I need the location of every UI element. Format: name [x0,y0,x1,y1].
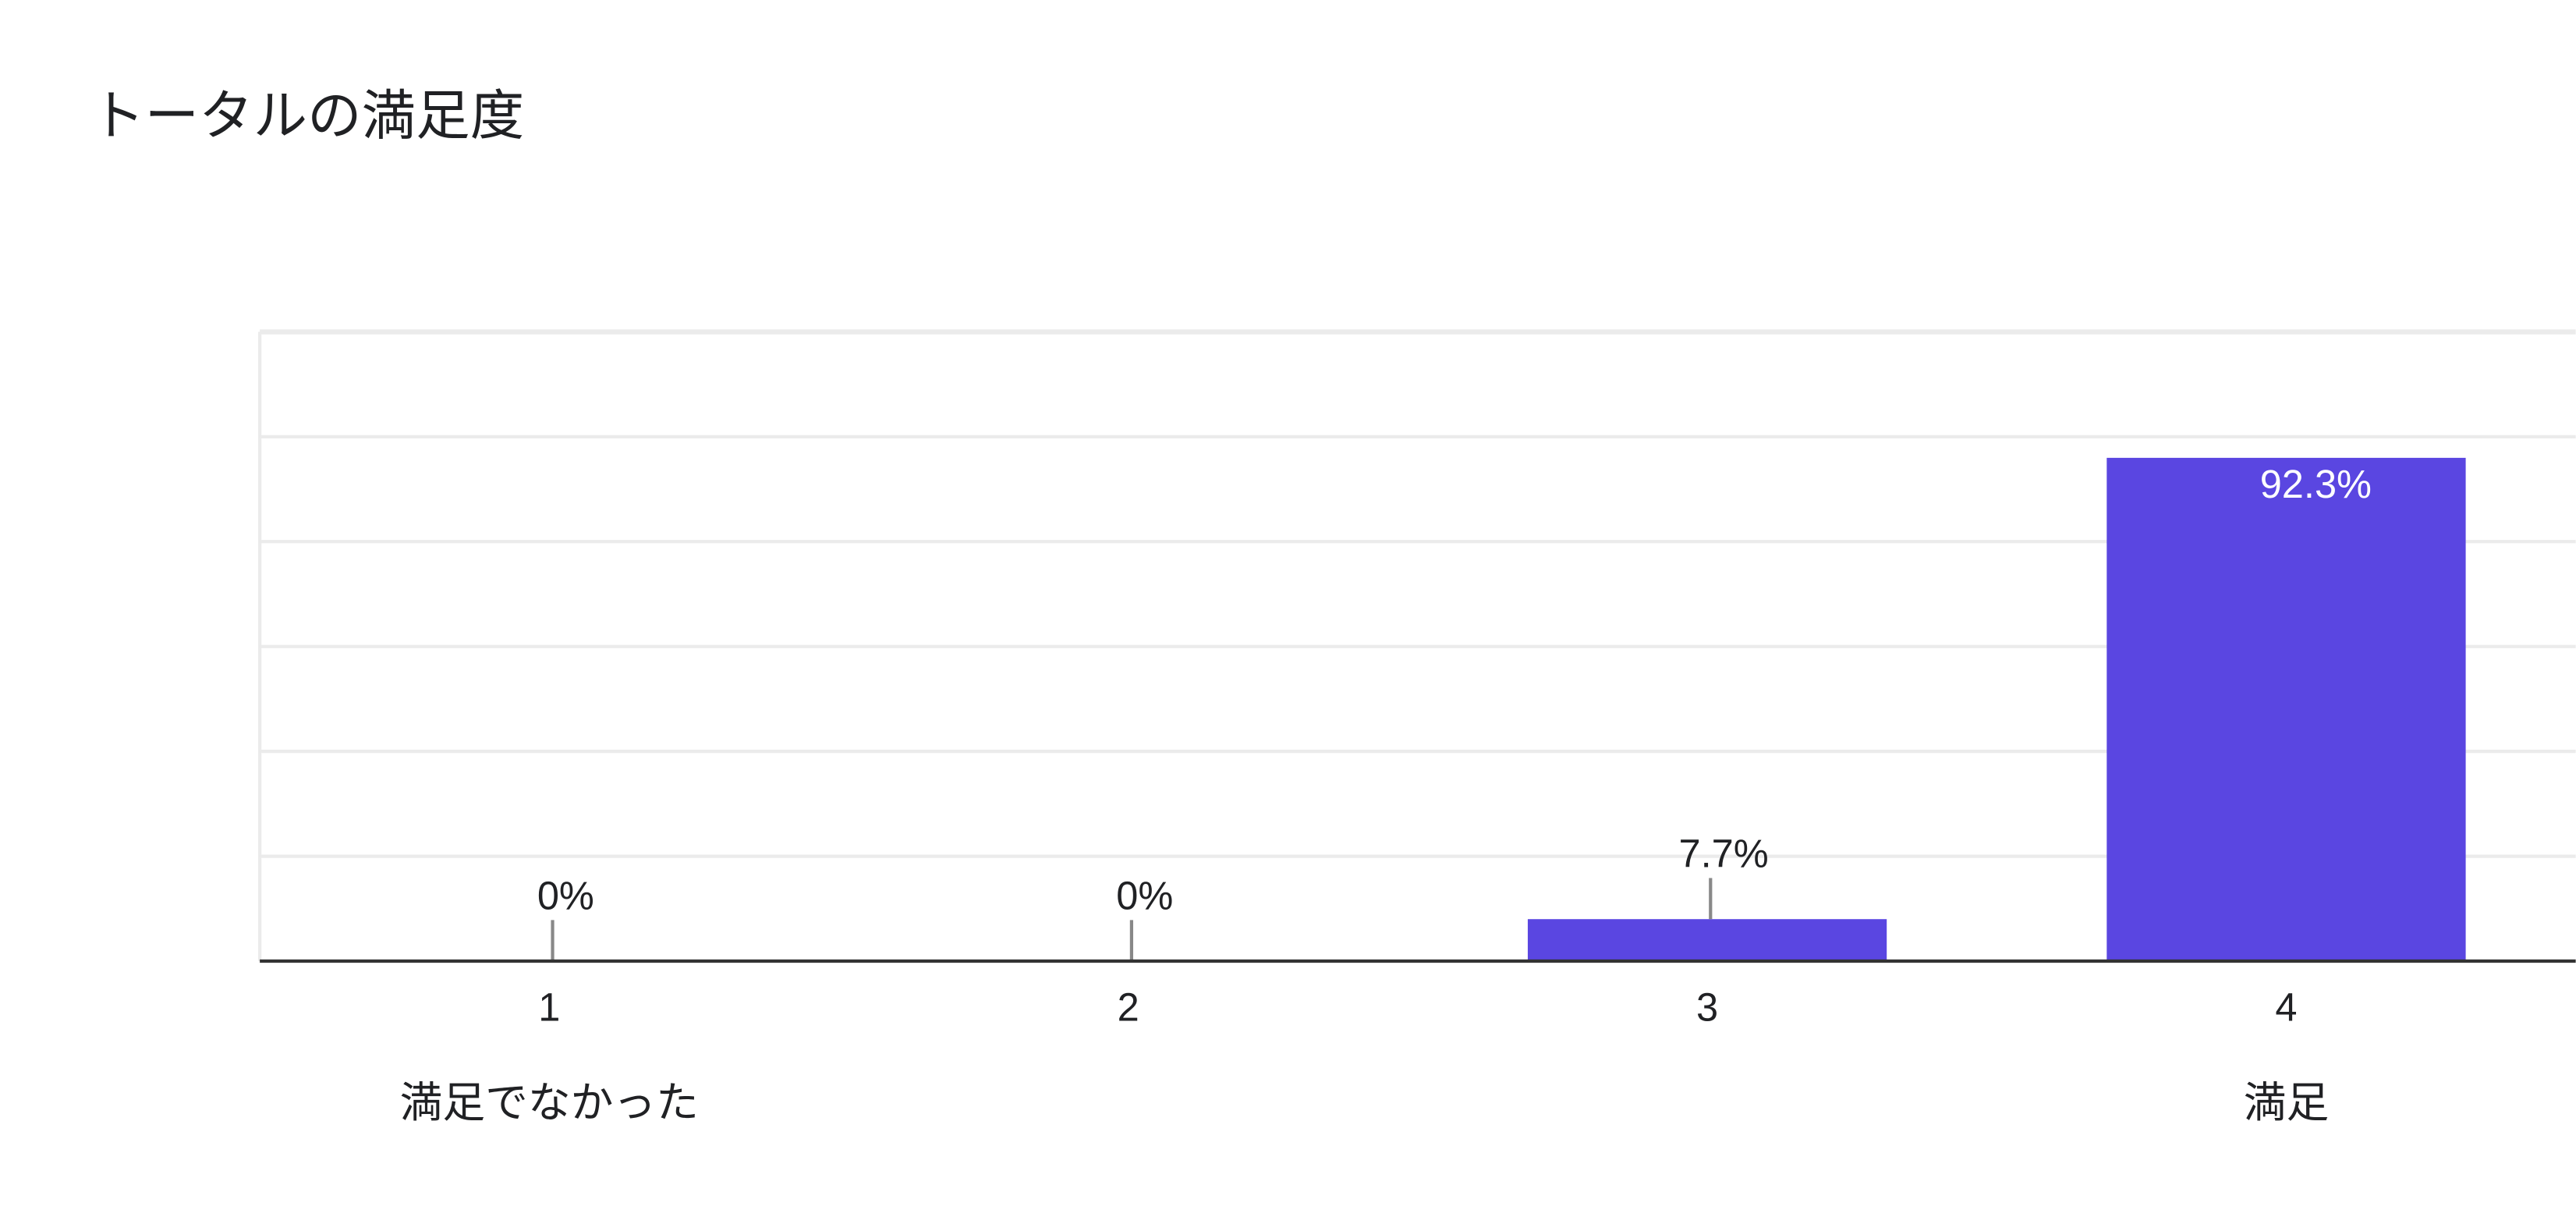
x-tick-label: 2 [1118,985,1139,1030]
value-label: 92.3% [2260,462,2372,506]
scale-label: 満足 [2244,1078,2330,1126]
x-tick-label: 1 [538,985,560,1030]
value-label: 0% [537,873,594,917]
x-tick-label: 3 [1696,985,1718,1030]
bar [1527,919,1887,962]
value-label: 7.7% [1679,832,1769,876]
chart-title: トータルの満足度 [90,85,524,146]
x-tick-label: 4 [2275,985,2297,1030]
value-label: 0% [1116,873,1173,917]
bar [2107,457,2466,962]
scale-label: 満足でなかった [400,1078,699,1126]
